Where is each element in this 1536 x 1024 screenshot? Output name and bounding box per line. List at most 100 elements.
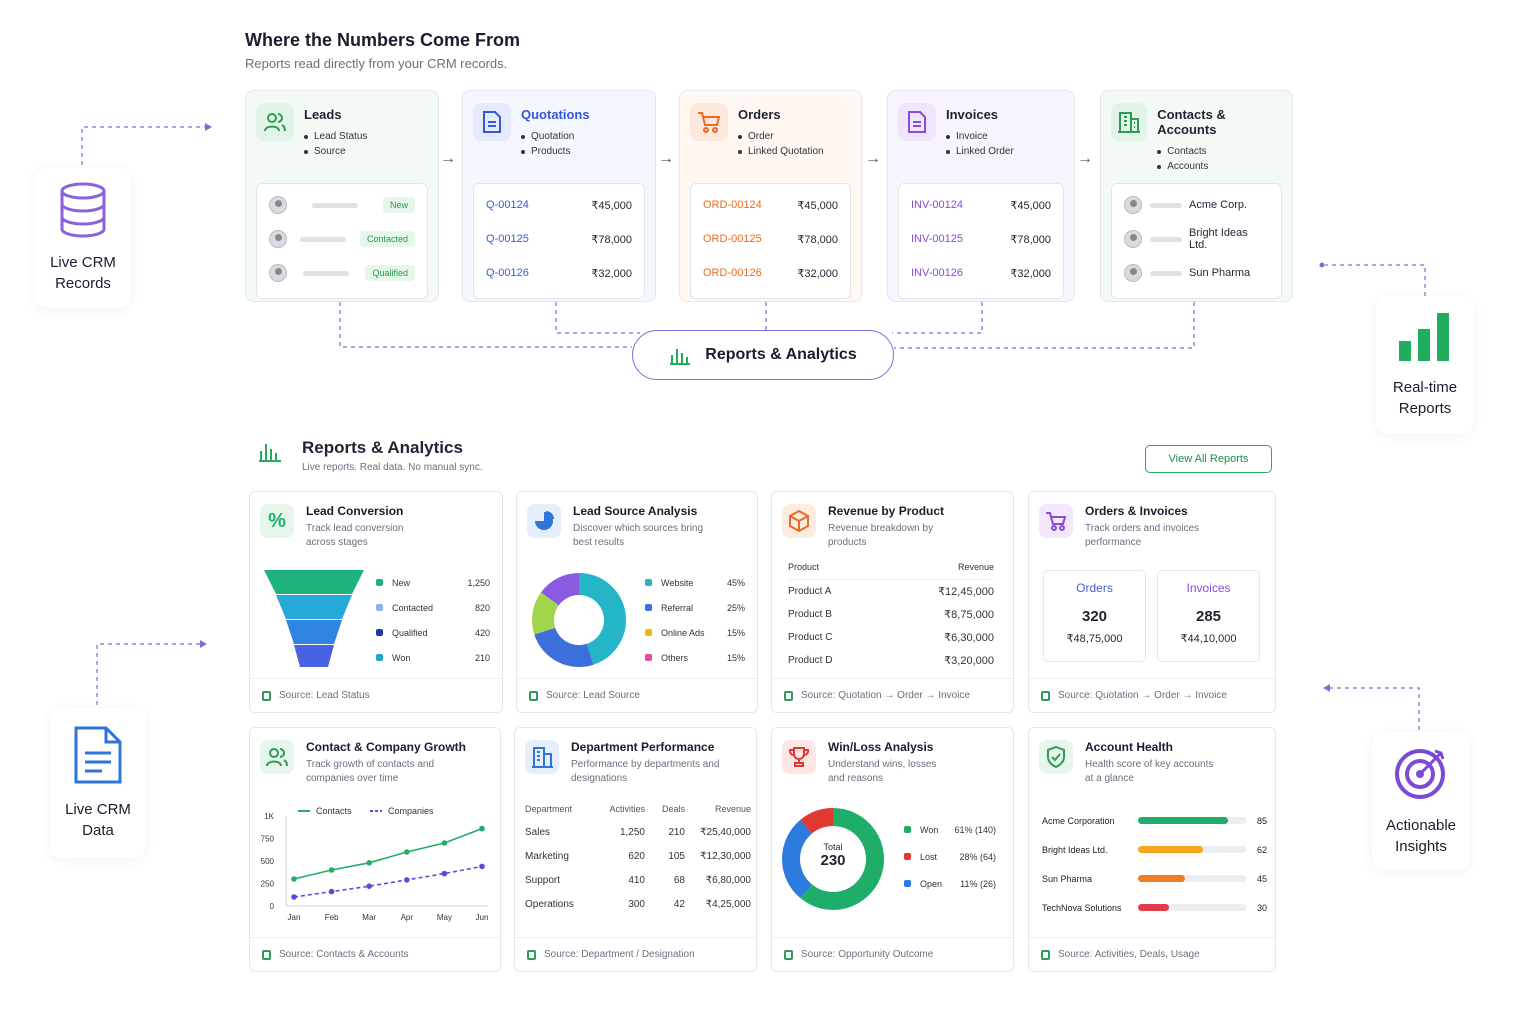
health-row: Acme Corporation 85 [1042, 806, 1267, 835]
invoice-icon [898, 103, 936, 141]
flow-card-orders[interactable]: Orders Order Linked Quotation ORD-00124 ₹… [679, 90, 862, 302]
card-description: Track growth of contacts and companies o… [306, 759, 435, 784]
department-table: Department Activities Deals Revenue Sales 1,… [525, 804, 751, 916]
data-point [441, 840, 448, 846]
status-badge: Contacted [359, 231, 415, 247]
card-lead-source[interactable]: Lead Source Analysis Discover which sourc… [516, 491, 758, 713]
database-icon [784, 690, 793, 701]
funnel-chart [264, 570, 364, 667]
y-tick-label: 1K [264, 812, 274, 821]
data-point [291, 876, 297, 882]
trophy-icon [782, 740, 816, 774]
view-all-reports-button[interactable]: View All Reports [1145, 445, 1272, 473]
donut-slice [540, 573, 580, 606]
card-source: Source: Lead Source [517, 678, 757, 712]
win-loss-legend: Won 61% (140) Lost 28% (64) Open 11% (26) [904, 816, 996, 897]
list-item: ORD-00125 ₹78,000 [703, 222, 838, 256]
realtime-reports-block: Real-time Reports [1376, 296, 1474, 434]
card-contact-growth[interactable]: Contact & Company Growth Track growth of … [249, 727, 501, 972]
record-amount: ₹78,000 [797, 233, 838, 246]
record-amount: ₹32,000 [1010, 267, 1051, 280]
actionable-insights-label: Actionable Insights [1385, 817, 1457, 855]
y-tick-label: 0 [270, 902, 275, 911]
database-icon [1041, 949, 1050, 960]
account-name: Acme Corp. [1189, 199, 1248, 211]
table-header: Product Revenue [788, 562, 994, 580]
data-point [479, 863, 485, 870]
health-bar [1137, 817, 1247, 824]
card-orders-invoices[interactable]: Orders & Invoices Track orders and invoic… [1028, 491, 1276, 713]
flow-card-contacts-accounts[interactable]: Contacts & Accounts Contacts Accounts Ac… [1100, 90, 1293, 302]
record-amount: ₹78,000 [1010, 233, 1051, 246]
card-department-performance[interactable]: Department Performance Performance by dep… [514, 727, 757, 972]
list-item: Q-00125 ₹78,000 [486, 222, 632, 256]
record-amount: ₹32,000 [591, 267, 632, 280]
record-id: ORD-00125 [703, 233, 762, 245]
card-source: Source: Contacts & Accounts [250, 937, 500, 971]
reports-analytics-hub[interactable]: Reports & Analytics [632, 330, 894, 380]
flow-card-quotations[interactable]: Quotations Quotation Products Q-00124 ₹45… [462, 90, 656, 302]
card-description: Track lead conversion across stages [306, 523, 404, 548]
status-badge: New [382, 197, 415, 213]
card-revenue-by-product[interactable]: Revenue by Product Revenue breakdown by p… [771, 491, 1014, 713]
hub-label: Reports & Analytics [705, 346, 857, 363]
analytics-icon [258, 440, 282, 467]
pie-chart-icon [527, 504, 561, 538]
flow-bullet: Linked Order [946, 146, 1014, 157]
donut-slice [534, 627, 594, 667]
record-amount: ₹45,000 [591, 199, 632, 212]
card-account-health[interactable]: Account Health Health score of key accoun… [1028, 727, 1276, 972]
card-source: Source: Opportunity Outcome [772, 937, 1013, 971]
x-tick-label: Apr [401, 913, 414, 922]
card-description: Track orders and invoices performance [1085, 523, 1200, 548]
health-bar [1137, 875, 1247, 882]
legend-label: Companies [388, 806, 434, 816]
y-tick-label: 750 [261, 835, 275, 844]
card-lead-conversion[interactable]: % Lead Conversion Track lead conversion a… [249, 491, 503, 713]
flow-title: Invoices [946, 107, 999, 122]
list-item: Qualified [269, 256, 415, 290]
x-tick-label: Jun [476, 913, 489, 922]
flow-bullet: Quotation [521, 131, 590, 142]
card-description: Understand wins, losses and reasons [828, 759, 937, 784]
record-id: Q-00126 [486, 267, 529, 279]
list-item: Q-00124 ₹45,000 [486, 188, 632, 222]
card-win-loss[interactable]: Win/Loss Analysis Understand wins, losses… [771, 727, 1014, 972]
data-point [366, 860, 372, 866]
actionable-insights-block: Actionable Insights [1372, 732, 1470, 870]
flow-bullet: Accounts [1157, 161, 1282, 172]
table-header: Department Activities Deals Revenue [525, 804, 751, 814]
document-icon [74, 726, 122, 784]
account-name: Sun Pharma [1189, 267, 1251, 279]
health-row: TechNova Solutions 30 [1042, 893, 1267, 922]
account-name: Acme Corporation [1042, 815, 1115, 826]
table-row: Sales 1,250 210 ₹25,40,000 [525, 826, 751, 838]
avatar [1124, 196, 1142, 214]
flow-card-leads[interactable]: Leads Lead Status Source New Contacted Q… [245, 90, 439, 302]
legend-item: Won 210 [376, 645, 490, 670]
table-row: Product B ₹8,75,000 [788, 609, 994, 621]
card-source: Source: Quotation → Order → Invoice [772, 678, 1013, 712]
donut-slice [532, 592, 560, 635]
card-title: Lead Source Analysis [573, 504, 698, 518]
list-item: Bright Ideas Ltd. [1124, 222, 1269, 256]
page-title: Where the Numbers Come From [245, 30, 521, 50]
arrow-right-icon: → [865, 150, 881, 167]
record-id: Q-00125 [486, 233, 529, 245]
card-source: Source: Lead Status [250, 678, 502, 712]
y-tick-label: 250 [261, 880, 275, 889]
card-title: Orders & Invoices [1085, 504, 1188, 518]
card-source: Source: Activities, Deals, Usage [1029, 937, 1275, 971]
list-item: Q-00126 ₹32,000 [486, 256, 632, 290]
table-row: Operations 300 42 ₹4,25,000 [525, 898, 751, 910]
flow-bullet: Order [738, 131, 824, 142]
realtime-reports-label: Real-time Reports [1392, 379, 1458, 417]
flow-card-invoices[interactable]: Invoices Invoice Linked Order INV-00124 ₹… [887, 90, 1075, 302]
flow-title: Quotations [521, 107, 590, 122]
data-point [328, 867, 335, 873]
cart-icon [1039, 504, 1073, 538]
win-loss-donut [782, 808, 884, 910]
live-crm-records-block: Live CRM Records [35, 168, 131, 308]
legend-item: Open 11% (26) [904, 870, 996, 897]
flow-bullet: Invoice [946, 131, 1014, 142]
